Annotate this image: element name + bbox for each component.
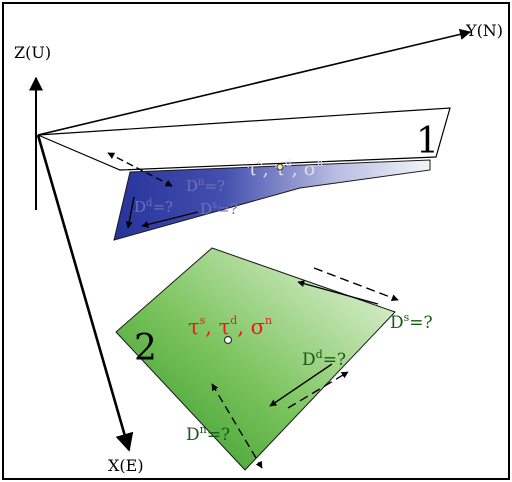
plane-1-ds-label: Ds=?: [200, 200, 238, 218]
plane-2-ds-label: Ds=?: [390, 311, 433, 333]
y-axis-label: Y(N): [465, 21, 503, 40]
plane-1-sup-n: n: [317, 158, 324, 169]
fault-plane-2: [115, 247, 396, 471]
plane-2-sup-s: s: [200, 314, 206, 327]
plane-2-normal-arrow: [211, 383, 263, 469]
plane-2-stress-label: τs, τd, σn: [188, 314, 272, 339]
fault-plane-1: [113, 159, 431, 241]
plane-2-strike-dashed-arrow: [313, 267, 399, 302]
plane-1-number: 1: [416, 121, 439, 162]
plane-2-tau-s: τ: [188, 315, 200, 339]
plane-2-dip-dashed-arrow: [287, 371, 349, 409]
plane-1-sigma: σ: [304, 158, 317, 180]
plane-2-tau-d: τ: [219, 315, 231, 339]
plane-2-strike-arrow: [297, 280, 379, 305]
y-axis: [37, 28, 472, 136]
plane-2-sup-d: d: [230, 314, 237, 327]
plane-1-dd-label: Dd=?: [134, 198, 173, 216]
plane-2-number: 2: [134, 328, 157, 369]
plane-1-strike-arrow: [141, 211, 199, 228]
plane-2-sup-n: n: [265, 314, 272, 327]
z-axis-label: Z(U): [14, 43, 51, 62]
plane-1-dip-arrow: [125, 196, 135, 229]
plane-1-tau-s: τ: [247, 158, 258, 180]
plane-2-dip-arrow: [269, 363, 333, 407]
plane-2-sigma: σ: [251, 315, 265, 339]
plane-2-point: [223, 335, 233, 345]
plane-1-dn-label: Dn=?: [186, 177, 225, 195]
plane-1-point: [276, 163, 284, 171]
reference-plane: [37, 107, 451, 171]
x-axis: [36, 134, 134, 452]
plane-2-dn-label: Dn=?: [186, 423, 230, 445]
plane-2-dd-label: Dd=?: [302, 348, 346, 370]
x-axis-label: X(E): [108, 456, 144, 475]
plane-1-normal-arrow: [107, 152, 173, 187]
plane-1-sup-d: d: [285, 158, 292, 169]
plane-1-sup-s: s: [258, 158, 263, 169]
